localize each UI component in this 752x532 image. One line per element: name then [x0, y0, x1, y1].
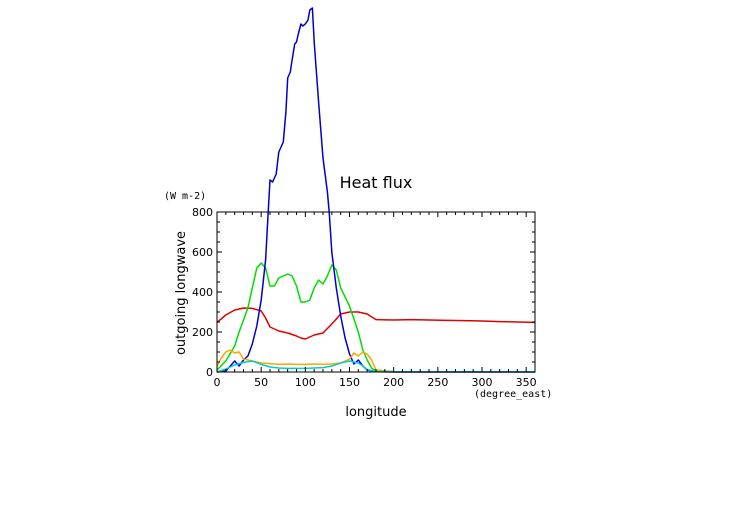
series-layer	[216, 7, 536, 373]
y-tick-label: 400	[192, 286, 213, 299]
y-axis-label: outgoing longwave	[174, 231, 189, 355]
series-line-peak	[267, 7, 330, 213]
axis-layer: 0 50 100 150 200 250 300 350 0 200 400 600 800	[192, 206, 537, 389]
x-tick-label: 250	[427, 376, 448, 389]
x-tick-label: 50	[254, 376, 268, 389]
series-line	[216, 307, 536, 340]
chart-title: Heat flux	[340, 173, 413, 192]
y-tick-label: 200	[192, 326, 213, 339]
series-line	[216, 349, 536, 373]
y-tick-label: 0	[206, 366, 213, 379]
x-tick-label: 100	[295, 376, 316, 389]
series-line	[328, 211, 535, 373]
y-axis-unit: (W m-2)	[164, 191, 206, 202]
x-tick-label: 300	[472, 376, 493, 389]
series-line	[216, 211, 269, 373]
y-tick-label: 800	[192, 206, 213, 219]
x-tick-label: 150	[339, 376, 360, 389]
x-tick-label: 350	[516, 376, 537, 389]
y-tick-label: 600	[192, 246, 213, 259]
x-tick-label: 200	[383, 376, 404, 389]
series-line	[216, 360, 535, 373]
x-axis-label: longitude	[345, 405, 406, 420]
x-axis-unit: (degree_east)	[474, 389, 552, 400]
series-line	[216, 262, 535, 373]
plot-frame	[216, 211, 536, 373]
x-tick-label: 0	[214, 376, 221, 389]
